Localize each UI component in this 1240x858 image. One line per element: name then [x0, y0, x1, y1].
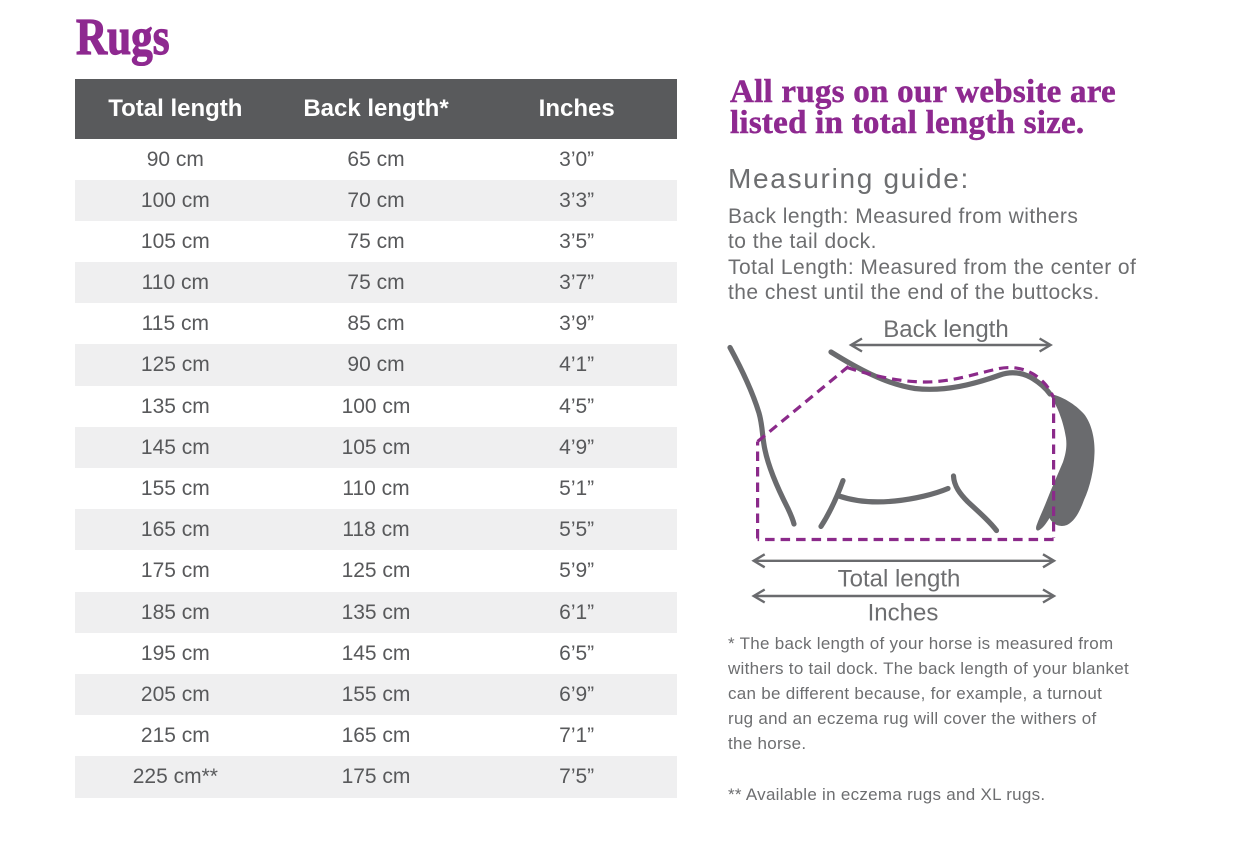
svg-text:Inches: Inches: [868, 600, 939, 627]
svg-text:Total length: Total length: [838, 566, 961, 593]
svg-text:Back length: Back length: [883, 316, 1008, 343]
